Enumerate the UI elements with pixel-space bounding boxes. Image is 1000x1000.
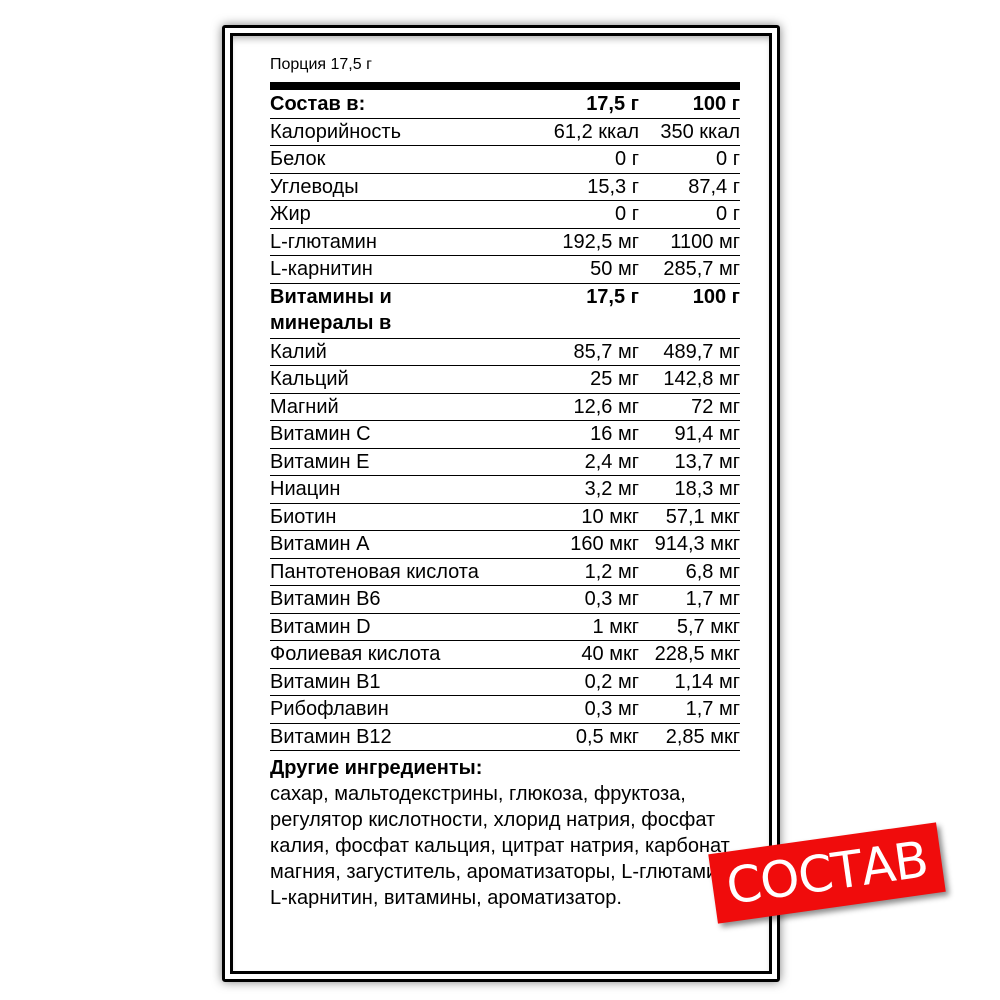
per-portion-value: 12,6 мг bbox=[573, 395, 639, 418]
table-row: Магний 12,6 мг 72 мг bbox=[270, 394, 740, 421]
vitamins-header-col2: 100 г bbox=[692, 285, 740, 308]
nutrient-name: Витамин D bbox=[270, 615, 371, 638]
table-row: Витамин Е 2,4 мг 13,7 мг bbox=[270, 449, 740, 476]
per-portion-value: 2,4 мг bbox=[584, 450, 639, 473]
per-portion-value: 0,3 мг bbox=[584, 588, 639, 610]
per-100g-value: 1100 мг bbox=[670, 230, 740, 253]
table-row: Витамин В1 0,2 мг 1,14 мг bbox=[270, 669, 740, 696]
per-portion-value: 192,5 мг bbox=[562, 230, 639, 253]
table-row: Жир 0 г 0 г bbox=[270, 201, 740, 229]
nutrient-name: Рибофлавин bbox=[270, 698, 389, 720]
table-row: L-карнитин 50 мг 285,7 мг bbox=[270, 256, 740, 284]
per-portion-value: 61,2 ккал bbox=[553, 120, 639, 143]
per-portion-value: 0 г bbox=[615, 203, 639, 225]
table-row: Витамин D 1 мкг 5,7 мкг bbox=[270, 614, 740, 641]
table-row: Кальций 25 мг 142,8 мг bbox=[270, 366, 740, 394]
table-row: Калорийность 61,2 ккал 350 ккал bbox=[270, 119, 740, 146]
per-100g-value: 1,7 мг bbox=[685, 588, 740, 610]
nutrient-name: Витамин А bbox=[270, 533, 370, 555]
nutrient-name: Магний bbox=[270, 395, 339, 418]
nutrient-name: Калий bbox=[270, 340, 327, 363]
label-frame-outer bbox=[222, 25, 780, 982]
nutrition-label: Порция 17,5 г Состав в: 17,5 г 100 г Кал… bbox=[270, 56, 740, 911]
table-row: Углеводы 15,3 г 87,4 г bbox=[270, 174, 740, 201]
header-col2: 100 г bbox=[692, 93, 740, 115]
per-portion-value: 15,3 г bbox=[587, 175, 639, 198]
per-portion-value: 25 мг bbox=[590, 368, 639, 390]
table-row: Витамин В12 0,5 мкг 2,85 мкг bbox=[270, 724, 740, 751]
header-col1: 17,5 г bbox=[586, 93, 639, 115]
nutrient-name: Кальций bbox=[270, 368, 349, 390]
per-100g-value: 6,8 мг bbox=[685, 560, 740, 583]
per-100g-value: 91,4 мг bbox=[674, 423, 740, 445]
per-100g-value: 57,1 мкг bbox=[665, 505, 740, 528]
nutrient-name: Белок bbox=[270, 148, 326, 170]
nutrient-name: Пантотеновая кислота bbox=[270, 560, 479, 583]
nutrient-name: Витамин В12 bbox=[270, 725, 392, 748]
per-portion-value: 3,2 мг bbox=[584, 478, 639, 500]
per-100g-value: 228,5 мкг bbox=[654, 643, 740, 665]
per-100g-value: 489,7 мг bbox=[663, 340, 740, 363]
per-portion-value: 10 мкг bbox=[581, 505, 639, 528]
nutrient-name: L-глютамин bbox=[270, 230, 377, 253]
per-100g-value: 1,7 мг bbox=[685, 698, 740, 720]
nutrient-name: Биотин bbox=[270, 505, 337, 528]
nutrient-name: Углеводы bbox=[270, 175, 359, 198]
other-ingredients-title: Другие ингредиенты: bbox=[270, 757, 483, 779]
nutrient-name: Жир bbox=[270, 203, 311, 225]
nutrient-name: Калорийность bbox=[270, 120, 402, 143]
per-100g-value: 285,7 мг bbox=[663, 258, 740, 280]
table-row: Рибофлавин 0,3 мг 1,7 мг bbox=[270, 696, 740, 724]
per-100g-value: 914,3 мкг bbox=[654, 533, 740, 555]
other-ingredients-text: сахар, мальтодекстрины, глюкоза, фруктоз… bbox=[270, 783, 734, 909]
per-portion-value: 0,5 мкг bbox=[575, 725, 639, 748]
per-100g-value: 0 г bbox=[716, 203, 740, 225]
per-portion-value: 1,2 мг bbox=[584, 560, 639, 583]
nutrient-name: Витамин С bbox=[270, 423, 371, 445]
nutrient-name: Ниацин bbox=[270, 478, 341, 500]
per-100g-value: 2,85 мкг bbox=[665, 725, 740, 748]
table-row: Калий 85,7 мг 489,7 мг bbox=[270, 339, 740, 366]
table-row: Белок 0 г 0 г bbox=[270, 146, 740, 174]
per-100g-value: 0 г bbox=[716, 148, 740, 170]
vitamins-header: Витамины и минералы в 17,5 г 100 г bbox=[270, 284, 740, 339]
per-portion-value: 0 г bbox=[615, 148, 639, 170]
table-row: Ниацин 3,2 мг 18,3 мг bbox=[270, 476, 740, 504]
table-row: Витамин В6 0,3 мг 1,7 мг bbox=[270, 586, 740, 614]
per-portion-value: 0,3 мг bbox=[584, 698, 639, 720]
per-portion-value: 16 мг bbox=[590, 423, 639, 445]
nutrient-name: Фолиевая кислота bbox=[270, 643, 441, 665]
table-row: Фолиевая кислота 40 мкг 228,5 мкг bbox=[270, 641, 740, 669]
nutrient-name: Витамин В1 bbox=[270, 670, 381, 693]
per-100g-value: 18,3 мг bbox=[674, 478, 740, 500]
per-100g-value: 87,4 г bbox=[688, 175, 740, 198]
per-portion-value: 40 мкг bbox=[581, 643, 639, 665]
per-100g-value: 142,8 мг bbox=[663, 368, 740, 390]
table-row: Витамин А 160 мкг 914,3 мкг bbox=[270, 531, 740, 559]
per-portion-value: 1 мкг bbox=[592, 615, 639, 638]
divider bbox=[270, 82, 740, 90]
per-portion-value: 85,7 мг bbox=[573, 340, 639, 363]
per-portion-value: 50 мг bbox=[590, 258, 639, 280]
portion-size: Порция 17,5 г bbox=[270, 56, 372, 73]
table-row: L-глютамин 192,5 мг 1100 мг bbox=[270, 229, 740, 256]
nutrient-name: Витамин В6 bbox=[270, 588, 381, 610]
per-100g-value: 13,7 мг bbox=[674, 450, 740, 473]
per-100g-value: 72 мг bbox=[691, 395, 740, 418]
per-100g-value: 1,14 мг bbox=[674, 670, 740, 693]
nutrient-name: L-карнитин bbox=[270, 258, 373, 280]
per-portion-value: 0,2 мг bbox=[584, 670, 639, 693]
label-frame-inner bbox=[230, 33, 772, 974]
per-portion-value: 160 мкг bbox=[570, 533, 639, 555]
table-row: Пантотеновая кислота 1,2 мг 6,8 мг bbox=[270, 559, 740, 586]
nutrient-name: Витамин Е bbox=[270, 450, 370, 473]
table-row: Витамин С 16 мг 91,4 мг bbox=[270, 421, 740, 449]
per-100g-value: 350 ккал bbox=[660, 120, 740, 143]
vitamins-header-label: Витамины и минералы в bbox=[270, 285, 392, 334]
table-header: Состав в: 17,5 г 100 г bbox=[270, 91, 740, 119]
table-row: Биотин 10 мкг 57,1 мкг bbox=[270, 504, 740, 531]
vitamins-header-col1: 17,5 г bbox=[586, 285, 639, 308]
per-100g-value: 5,7 мкг bbox=[676, 615, 740, 638]
header-label: Состав в: bbox=[270, 93, 366, 115]
